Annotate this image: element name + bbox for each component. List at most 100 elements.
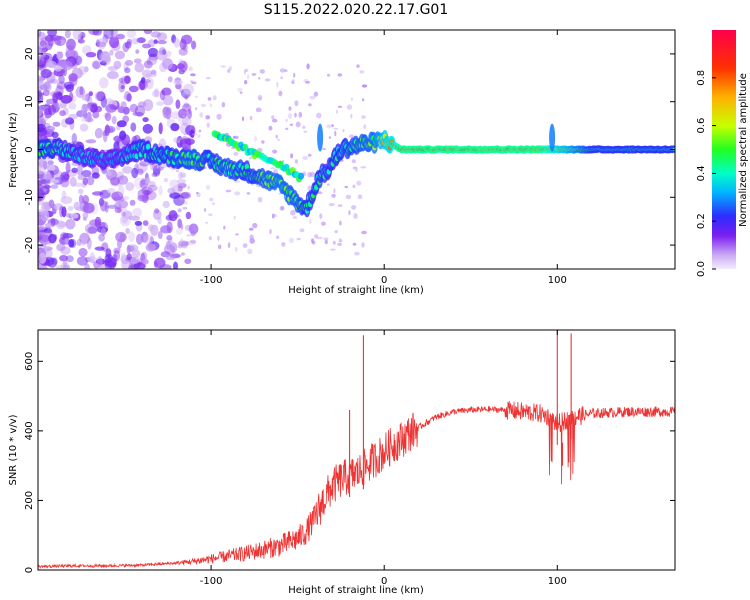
heatmap-cell xyxy=(48,199,55,209)
heatmap-cell xyxy=(239,91,243,94)
colorbar: 0.0 0.2 0.4 0.6 0.8 Normalized spectral ampl… xyxy=(696,30,749,277)
heatmap-cell xyxy=(249,115,253,121)
heatmap-cell xyxy=(38,79,43,85)
heatmap-cell xyxy=(357,194,363,200)
heatmap-cell xyxy=(38,243,45,249)
heatmap-cell xyxy=(187,108,192,120)
heatmap-cell xyxy=(351,159,356,164)
heatmap-cell xyxy=(234,233,240,236)
heatmap-cell xyxy=(108,127,114,133)
heatmap-cell xyxy=(123,61,129,71)
heatmap-cell xyxy=(115,231,127,243)
colorbar-gradient xyxy=(712,30,736,269)
y-tick-label: 200 xyxy=(24,491,35,510)
spectrogram-y-label: Frequency (Hz) xyxy=(8,112,19,188)
heatmap-cell xyxy=(84,117,94,123)
heatmap-cell xyxy=(120,101,127,109)
heatmap-cell xyxy=(345,194,352,200)
heatmap-cell xyxy=(150,69,157,75)
heatmap-cell xyxy=(168,210,178,222)
heatmap-cell xyxy=(56,243,66,252)
heatmap-cell xyxy=(337,73,343,77)
heatmap-cell xyxy=(102,55,111,63)
heatmap-cell xyxy=(94,127,103,139)
y-tick-label: -10 xyxy=(24,189,35,205)
heatmap-cell xyxy=(135,49,140,54)
heatmap-cell xyxy=(61,206,67,218)
heatmap-cell xyxy=(51,131,59,139)
heatmap-cell xyxy=(167,76,173,83)
heatmap-cell xyxy=(145,77,154,90)
heatmap-cell xyxy=(162,58,173,70)
heatmap-cell xyxy=(70,212,79,219)
heatmap-cell xyxy=(137,79,148,91)
heatmap-cell xyxy=(169,179,180,189)
heatmap-cell xyxy=(91,172,100,179)
heatmap-cell xyxy=(252,222,258,229)
heatmap-cell xyxy=(115,200,122,206)
heatmap-cell xyxy=(175,227,183,235)
heatmap-cell xyxy=(288,106,292,111)
heatmap-cell xyxy=(137,188,149,200)
heatmap-cell xyxy=(264,78,271,82)
heatmap-cell xyxy=(87,237,92,250)
heatmap-cell xyxy=(324,239,328,245)
heatmap-cell xyxy=(154,208,160,214)
heatmap-cell xyxy=(169,242,178,253)
heatmap-cell xyxy=(361,230,367,235)
heatmap-cell xyxy=(145,177,151,184)
heatmap-cell xyxy=(48,233,57,244)
heatmap-cell xyxy=(337,204,343,207)
heatmap-cell xyxy=(359,70,365,74)
heatmap-cell xyxy=(126,93,132,102)
heatmap-cell xyxy=(96,256,103,268)
heatmap-cell xyxy=(134,105,146,117)
heatmap-cell xyxy=(50,184,59,189)
heatmap-cell xyxy=(177,218,183,229)
heatmap-cell xyxy=(65,255,74,263)
heatmap-cell xyxy=(169,192,181,199)
heatmap-cell xyxy=(344,185,349,189)
heatmap-cell xyxy=(257,94,263,101)
heatmap-cell xyxy=(248,227,254,231)
heatmap-cell xyxy=(179,39,187,50)
heatmap-cell xyxy=(50,218,56,226)
heatmap-cell xyxy=(179,70,184,73)
heatmap-cell xyxy=(52,121,61,127)
heatmap-cell xyxy=(100,200,108,212)
heatmap-cell xyxy=(279,68,286,73)
heatmap-cell xyxy=(191,81,197,85)
heatmap-cell xyxy=(42,89,50,97)
heatmap-cell xyxy=(295,121,301,128)
heatmap-cell xyxy=(205,221,209,224)
heatmap-cell xyxy=(118,77,124,83)
heatmap-cell xyxy=(142,79,151,84)
heatmap-cell xyxy=(100,96,107,108)
heatmap-cell xyxy=(237,87,243,92)
heatmap-cell xyxy=(104,124,111,136)
heatmap-cell xyxy=(158,47,166,56)
heatmap-cell xyxy=(216,113,222,120)
heatmap-cell xyxy=(313,91,319,97)
heatmap-cell xyxy=(360,166,367,169)
heatmap-cell xyxy=(299,228,305,233)
heatmap-cell xyxy=(45,125,56,132)
heatmap-cell xyxy=(269,229,272,235)
heatmap-cell xyxy=(47,30,57,37)
snr-line xyxy=(38,400,675,569)
heatmap-cell xyxy=(288,237,294,243)
heatmap-cell xyxy=(117,175,129,185)
heatmap-cell xyxy=(350,97,353,101)
heatmap-cell xyxy=(157,231,163,239)
heatmap-cell xyxy=(205,184,211,190)
colorbar-label: Normalized spectral amplitude xyxy=(738,73,749,227)
heatmap-cell xyxy=(338,238,342,241)
heatmap-cell xyxy=(246,73,250,80)
heatmap-cell xyxy=(153,257,166,269)
heatmap-cell xyxy=(121,252,126,261)
heatmap-cell xyxy=(143,30,153,35)
heatmap-cell xyxy=(178,48,188,56)
heatmap-cell xyxy=(549,123,556,152)
heatmap-cell xyxy=(181,252,186,256)
